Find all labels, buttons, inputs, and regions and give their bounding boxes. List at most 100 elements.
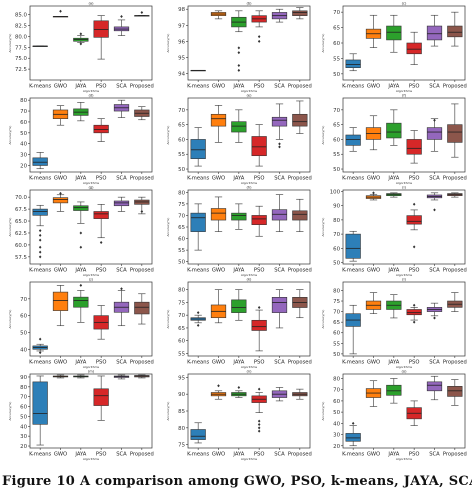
outlier-point	[59, 9, 62, 13]
plot-frame	[29, 189, 153, 265]
subplot-title: (b)	[246, 2, 252, 6]
x-tick-label: JAYA	[232, 452, 244, 458]
box-pso	[93, 375, 109, 421]
box-pso	[406, 400, 422, 426]
box-sca	[271, 8, 288, 23]
subplot-a: (a) 72.5 75.0 77.5 80.0 82.5 85.0 Accuracy(%) K-…	[8, 2, 154, 94]
x-axis-label: Algorithms	[396, 181, 413, 185]
box-gwo	[52, 285, 69, 327]
x-tick-label: Proposed	[443, 84, 467, 90]
x-axis-label: Algorithms	[396, 89, 413, 93]
y-tick-label: 50	[333, 72, 340, 78]
box-iqr	[271, 209, 288, 221]
y-tick-label: 77.5	[15, 45, 27, 51]
box-iqr	[345, 134, 361, 146]
box-pso	[406, 202, 422, 249]
box-jaya	[386, 14, 402, 53]
box-iqr	[406, 215, 422, 225]
x-tick-label: SCA	[116, 84, 127, 90]
outlier-point	[257, 419, 261, 423]
plot-frame	[187, 373, 311, 449]
box-iqr	[251, 215, 267, 225]
x-tick-label: JAYA	[232, 84, 244, 90]
subplot-c: (c) 50 55 60 65 70 Accuracy(%) K-means GWO JAYA PS…	[321, 2, 467, 94]
box-jaya	[386, 378, 402, 404]
box-iqr	[93, 124, 109, 134]
x-tick-label: SCA	[274, 268, 285, 274]
box-iqr	[292, 113, 308, 127]
x-tick-label: Proposed	[288, 360, 312, 366]
box-gwo	[210, 289, 227, 324]
box-iqr	[32, 208, 48, 216]
subplot-b: (b) 94 95 96 97 98 Accuracy(%) K-means GWO JAYA PS…	[166, 2, 312, 94]
x-tick-label: GWO	[212, 452, 225, 458]
y-tick-label: 65	[178, 123, 185, 129]
box-iqr	[345, 233, 361, 259]
outlier-point	[99, 241, 103, 245]
x-tick-label: PSO	[409, 268, 420, 274]
box-iqr	[134, 301, 150, 315]
x-tick-label: SCA	[116, 176, 127, 182]
y-tick-label: 80	[20, 385, 27, 391]
box-jaya	[386, 192, 402, 198]
box-proposed	[292, 289, 308, 319]
y-tick-label: 55	[178, 152, 185, 158]
y-tick-label: 70	[333, 108, 340, 114]
y-tick-label: 50	[333, 167, 340, 173]
y-tick-label: 90	[178, 392, 185, 398]
y-tick-label: 95	[178, 375, 185, 381]
outlier-point	[38, 337, 42, 341]
plot-frame	[342, 189, 466, 265]
x-tick-label: JAYA	[387, 268, 399, 274]
y-tick-label: 75	[178, 300, 185, 306]
x-tick-label: K-means	[187, 360, 209, 366]
x-axis-label: Algorithms	[396, 457, 413, 461]
y-axis-label: Accuracy(%)	[8, 34, 12, 53]
y-tick-label: 97	[178, 23, 185, 29]
box-sca	[113, 374, 130, 380]
y-tick-label: 70.0	[15, 195, 28, 201]
x-tick-label: SCA	[274, 452, 285, 458]
subplot-l: (l) 50 55 60 65 70 75 80 Accuracy(%) K-means GWO JA…	[321, 278, 467, 370]
box-jaya	[73, 201, 89, 249]
box-gwo	[365, 380, 382, 407]
box-iqr	[93, 388, 109, 406]
y-tick-label: 82.5	[15, 24, 27, 30]
x-tick-label: GWO	[54, 452, 67, 458]
outlier-point	[38, 229, 42, 233]
box-proposed	[447, 292, 463, 312]
outlier-point	[38, 351, 42, 355]
box-pso	[251, 306, 267, 352]
box-jaya	[231, 385, 247, 398]
outlier-point	[237, 51, 241, 55]
x-axis-label: Algorithms	[396, 273, 413, 277]
outlier-point	[278, 142, 281, 146]
y-axis-label: Accuracy(%)	[321, 218, 325, 237]
x-tick-label: GWO	[367, 360, 380, 366]
x-tick-label: PSO	[96, 268, 107, 274]
box-jaya	[231, 10, 247, 72]
x-tick-label: Proposed	[288, 268, 312, 274]
outlier-point	[412, 303, 416, 307]
y-tick-label: 60	[20, 120, 27, 126]
x-tick-label: Proposed	[288, 84, 312, 90]
plot-frame	[29, 281, 153, 357]
x-tick-label: PSO	[409, 360, 420, 366]
y-tick-label: 55	[333, 56, 340, 62]
x-tick-label: SCA	[429, 84, 440, 90]
figure-caption: Figure 10 A comparison among GWO, PSO, k…	[2, 474, 472, 489]
box-pso	[251, 10, 267, 43]
outlier-point	[257, 426, 261, 430]
subplot-title: (n)	[246, 370, 252, 374]
y-axis-label: Accuracy(%)	[8, 402, 12, 421]
box-proposed	[447, 379, 463, 406]
subplot-f: (f) 50 55 60 65 70 Accuracy(%) K-means GWO JAYA PS…	[321, 94, 467, 186]
y-tick-label: 55	[178, 248, 185, 254]
subplot-m: (m) 20 30 40 50 60 70 80 90 Accuracy(%) K-means GWO…	[8, 370, 154, 462]
plot-frame	[29, 373, 153, 449]
subplot-title: (g)	[88, 186, 94, 190]
x-tick-label: PSO	[409, 176, 420, 182]
box-iqr	[32, 381, 48, 425]
y-tick-label: 80.0	[15, 34, 28, 40]
plot-frame	[187, 281, 311, 357]
